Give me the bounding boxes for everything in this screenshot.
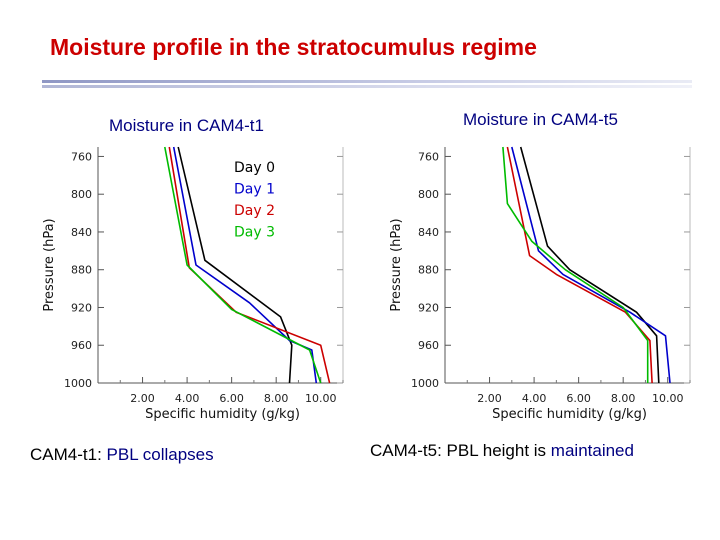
right-caption: CAM4-t5: PBL height is maintained: [370, 441, 634, 461]
title-divider: [42, 80, 692, 90]
series-line-day-1: [172, 146, 318, 384]
left-caption-prefix: CAM4-t1:: [30, 445, 107, 464]
x-tick-label: 8.00: [264, 392, 289, 405]
y-tick-label: 840: [71, 226, 92, 239]
x-axis-label: Specific humidity (g/kg): [145, 407, 300, 422]
plot-area: 760 800 840 880 920 960 1000 2.00 4.00 6.00 8.00 10…: [42, 146, 344, 422]
slide-title: Moisture profile in the stratocumulus re…: [50, 34, 537, 60]
left-panel-title: Moisture in CAM4-t1: [109, 116, 264, 135]
y-tick-label: 880: [71, 264, 92, 277]
y-tick-label: 920: [71, 301, 92, 314]
y-axis-label: Pressure (hPa): [42, 218, 57, 311]
legend-entry: Day 0: [234, 160, 275, 176]
legend: Day 0 Day 1 Day 2 Day 3: [234, 160, 275, 241]
series-line-day-0: [177, 146, 293, 384]
right-panel-title: Moisture in CAM4-t5: [463, 110, 618, 129]
left-caption: CAM4-t1: PBL collapses: [30, 445, 214, 465]
x-tick-label: 2.00: [130, 392, 155, 405]
y-tick-label: 800: [71, 188, 92, 201]
left-caption-highlight: PBL collapses: [106, 445, 214, 464]
series-line-day-3: [164, 146, 322, 384]
y-tick-label: 760: [71, 150, 92, 163]
right-caption-highlight: maintained: [550, 441, 634, 460]
legend-entry: Day 3: [234, 225, 275, 241]
x-tick-label: 6.00: [219, 392, 244, 405]
x-tick-label: 4.00: [175, 392, 200, 405]
x-tick-label: 10.00: [305, 392, 337, 405]
legend-entry: Day 2: [234, 203, 275, 219]
legend-entry: Day 1: [234, 182, 275, 198]
y-tick-label: 1000: [64, 377, 92, 390]
right-caption-prefix: CAM4-t5: PBL height is: [370, 441, 551, 460]
y-tick-label: 960: [71, 339, 92, 352]
